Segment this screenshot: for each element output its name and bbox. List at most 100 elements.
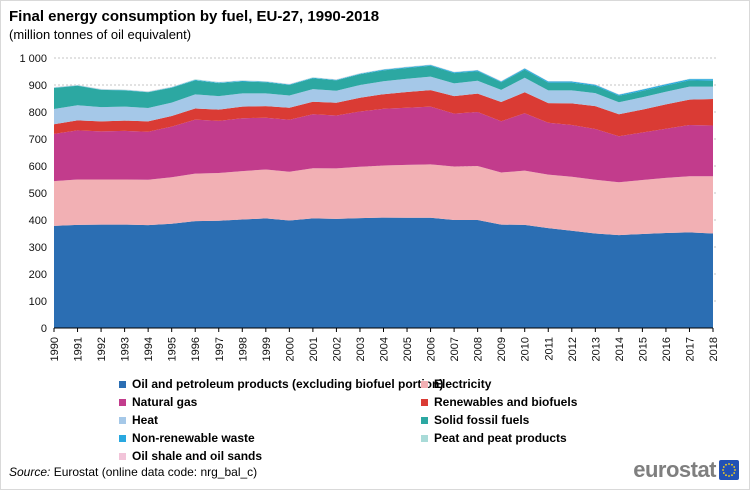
x-tick-label: 1991 <box>73 337 85 361</box>
page-subtitle: (million tonnes of oil equivalent) <box>9 27 192 42</box>
eu-flag-star <box>728 475 730 477</box>
legend-item-natural-gas: Natural gas <box>119 393 443 411</box>
y-tick-label: 100 <box>29 296 47 308</box>
x-tick-label: 2007 <box>449 337 461 361</box>
x-tick-label: 2001 <box>308 337 320 361</box>
legend-swatch-peat-and-peat-products <box>421 434 428 442</box>
x-tick-label: 2016 <box>661 337 673 361</box>
eu-flag-icon <box>719 460 739 480</box>
legend-swatch-non-renewable-waste <box>119 434 126 442</box>
eurostat-logo: eurostat <box>633 457 739 483</box>
y-tick-label: 700 <box>29 134 47 146</box>
y-tick-label: 800 <box>29 107 47 119</box>
legend-label: Renewables and biofuels <box>434 395 578 409</box>
legend-label: Heat <box>132 413 159 427</box>
legend-swatch-solid-fossil-fuels <box>421 416 428 424</box>
y-tick-label: 400 <box>29 215 47 227</box>
eu-flag-star <box>722 472 725 474</box>
x-tick-label: 2012 <box>567 337 579 361</box>
legend-label: Oil and petroleum products (excluding bi… <box>132 377 444 391</box>
x-tick-label: 1994 <box>143 337 155 361</box>
eu-flag-star <box>733 472 736 474</box>
x-tick-label: 1998 <box>237 337 249 361</box>
legend-item-oil-shale-and-oil-sands: Oil shale and oil sands <box>119 447 443 465</box>
eu-flag-square <box>719 460 739 480</box>
eu-flag-star <box>733 466 736 468</box>
x-tick-label: 1997 <box>214 337 226 361</box>
eu-flag-star <box>725 474 727 477</box>
legend-item-peat-and-peat-products: Peat and peat products <box>421 429 577 447</box>
legend-column-1: Oil and petroleum products (excluding bi… <box>119 375 443 465</box>
legend-label: Peat and peat products <box>434 431 567 445</box>
chart-header: Final energy consumption by fuel, EU-27,… <box>9 7 379 43</box>
area-electricity <box>54 164 713 236</box>
eu-flag-star <box>722 466 725 468</box>
x-tick-label: 2003 <box>355 337 367 361</box>
legend-item-electricity: Electricity <box>421 375 577 393</box>
legend-label: Non-renewable waste <box>132 431 255 445</box>
x-tick-label: 2009 <box>496 337 508 361</box>
x-tick-label: 1992 <box>96 337 108 361</box>
legend-swatch-heat <box>119 416 126 424</box>
legend-item-renewables-and-biofuels: Renewables and biofuels <box>421 393 577 411</box>
source-line: Source: Eurostat (online data code: nrg_… <box>9 465 257 479</box>
eu-flag-star <box>731 463 733 466</box>
x-tick-label: 2018 <box>708 337 720 361</box>
legend-swatch-natural-gas <box>119 398 126 406</box>
legend-label: Natural gas <box>132 395 198 409</box>
source-text: Eurostat (online data code: nrg_bal_c) <box>50 465 258 479</box>
y-tick-label: 500 <box>29 188 47 200</box>
legend-item-oil-and-petroleum-products-excluding-biofuel-portion: Oil and petroleum products (excluding bi… <box>119 375 443 393</box>
page-title: Final energy consumption by fuel, EU-27,… <box>9 8 380 25</box>
legend-item-solid-fossil-fuels: Solid fossil fuels <box>421 411 577 429</box>
area-heat <box>54 76 713 125</box>
source-label: Source: <box>9 465 51 479</box>
x-tick-label: 1990 <box>49 337 61 361</box>
eurostat-logo-text: eurostat <box>633 457 716 482</box>
x-tick-label: 2015 <box>637 337 649 361</box>
legend-column-2: Electricity Renewables and biofuels Solid … <box>421 375 577 447</box>
legend-swatch-oil-shale-and-oil-sands <box>119 452 126 460</box>
x-tick-label: 1995 <box>167 337 179 361</box>
eu-flag-star <box>734 469 736 471</box>
x-tick-label: 2006 <box>426 337 438 361</box>
x-tick-label: 2011 <box>543 337 555 361</box>
x-axis <box>53 327 714 332</box>
legend-label: Solid fossil fuels <box>434 413 530 427</box>
x-tick-label: 2002 <box>331 337 343 361</box>
x-tick-label: 2014 <box>614 337 626 361</box>
eu-flag-star <box>722 469 724 471</box>
area-natural-gas <box>54 106 713 183</box>
x-tick-label: 2017 <box>684 337 696 361</box>
legend-item-non-renewable-waste: Non-renewable waste <box>119 429 443 447</box>
legend-swatch-renewables-and-biofuels <box>421 398 428 406</box>
legend-item-heat: Heat <box>119 411 443 429</box>
eu-flag-star <box>728 463 730 465</box>
legend-swatch-electricity <box>421 380 428 388</box>
area-series <box>54 64 713 328</box>
x-axis-labels: 1990 1991 1992 1993 1994 1995 1996 1997 1998 1999… <box>49 337 720 361</box>
y-tick-label: 0 <box>41 323 47 335</box>
x-tick-label: 2005 <box>402 337 414 361</box>
area-renewables-and-biofuels <box>54 90 713 137</box>
x-tick-label: 2000 <box>284 337 296 361</box>
area-solid-fossil-fuels <box>54 65 713 109</box>
x-tick-label: 2010 <box>520 337 532 361</box>
x-tick-label: 1996 <box>190 337 202 361</box>
x-tick-label: 2013 <box>590 337 602 361</box>
eu-flag-star <box>731 474 733 477</box>
legend-swatch-oil-and-petroleum-products-excluding-biofuel-portion <box>119 380 126 388</box>
y-tick-label: 1 000 <box>19 53 47 65</box>
eu-flag-star <box>725 463 727 466</box>
x-tick-label: 1999 <box>261 337 273 361</box>
x-tick-label: 2004 <box>379 337 391 361</box>
x-tick-label: 1993 <box>120 337 132 361</box>
x-tick-label: 2008 <box>473 337 485 361</box>
legend-label: Oil shale and oil sands <box>132 449 263 463</box>
y-tick-label: 900 <box>29 80 47 92</box>
area-oil-and-petroleum-products-excluding-biofuel-portion <box>54 217 713 328</box>
y-axis-labels: 0 100 200 300 400 500 600 700 800 900 1 000 <box>19 53 47 335</box>
y-tick-label: 600 <box>29 161 47 173</box>
